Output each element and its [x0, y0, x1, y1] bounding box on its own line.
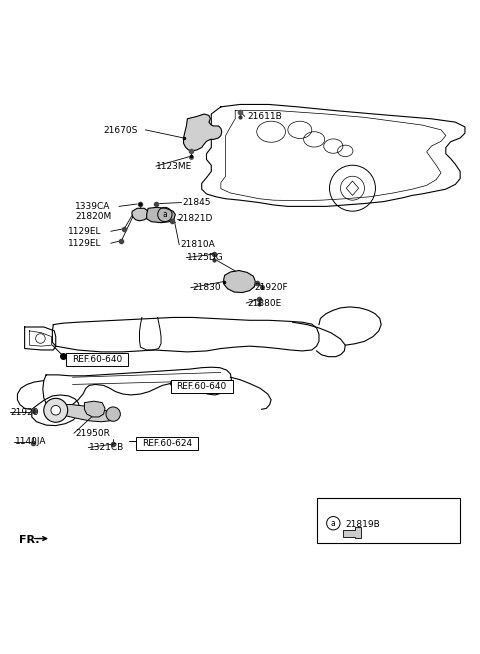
Polygon shape — [224, 271, 255, 292]
Text: 21810A: 21810A — [180, 240, 215, 249]
Polygon shape — [147, 207, 175, 222]
Polygon shape — [84, 401, 105, 417]
Text: 21820M: 21820M — [75, 213, 111, 222]
Text: a: a — [331, 519, 336, 528]
Circle shape — [51, 405, 60, 415]
Circle shape — [106, 407, 120, 421]
Text: FR.: FR. — [19, 535, 39, 545]
Text: 21819B: 21819B — [345, 520, 380, 528]
Text: 21880E: 21880E — [247, 299, 281, 307]
Text: 21920: 21920 — [10, 407, 39, 417]
Text: 1140JA: 1140JA — [15, 438, 47, 447]
Circle shape — [44, 398, 68, 422]
Text: 21845: 21845 — [182, 198, 211, 207]
Text: 1129EL: 1129EL — [68, 227, 101, 236]
Text: 21830: 21830 — [192, 283, 221, 292]
Text: 1125DG: 1125DG — [187, 253, 224, 262]
Text: REF.60-640: REF.60-640 — [177, 382, 227, 391]
Text: 21920F: 21920F — [254, 283, 288, 292]
Text: 1129EL: 1129EL — [68, 239, 101, 248]
Text: REF.60-640: REF.60-640 — [72, 355, 122, 364]
Text: 21950R: 21950R — [75, 429, 110, 438]
Text: REF.60-624: REF.60-624 — [142, 439, 192, 448]
Text: 21611B: 21611B — [247, 112, 282, 121]
FancyBboxPatch shape — [136, 437, 198, 451]
Text: 1123ME: 1123ME — [156, 162, 192, 171]
FancyBboxPatch shape — [317, 498, 460, 543]
Polygon shape — [343, 527, 360, 538]
Text: a: a — [163, 210, 167, 219]
Text: 1321CB: 1321CB — [89, 443, 124, 452]
FancyBboxPatch shape — [170, 380, 233, 393]
Polygon shape — [56, 405, 116, 422]
FancyBboxPatch shape — [66, 353, 129, 366]
Polygon shape — [183, 114, 222, 151]
Text: 21670S: 21670S — [104, 126, 138, 135]
Polygon shape — [132, 209, 149, 221]
Text: 1339CA: 1339CA — [75, 202, 110, 211]
Text: 21821D: 21821D — [178, 215, 213, 223]
